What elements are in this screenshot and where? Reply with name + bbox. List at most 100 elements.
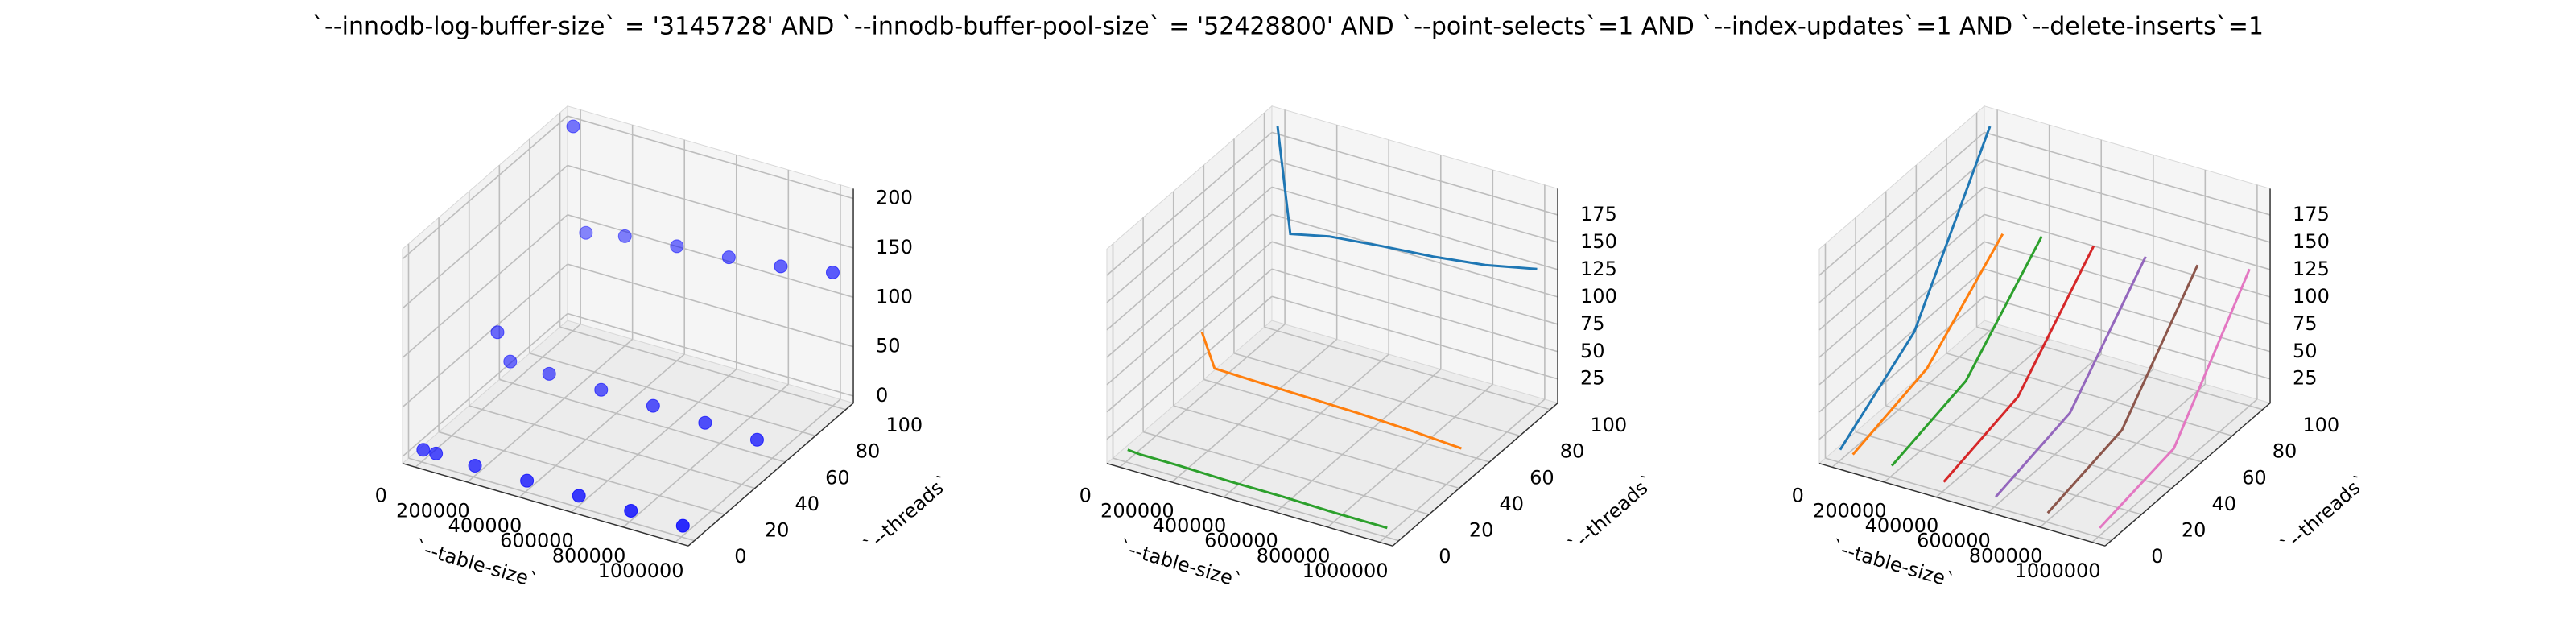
point — [594, 382, 609, 397]
grid-line — [2039, 383, 2206, 528]
grid-line — [567, 214, 854, 299]
grid-line — [567, 263, 854, 348]
z-tick-label: 50 — [1580, 340, 1605, 362]
z-tick-label: 0 — [876, 384, 888, 407]
line — [1995, 256, 2147, 498]
grid-line — [1818, 186, 1985, 331]
grid-line — [559, 326, 846, 411]
point — [675, 518, 690, 533]
grid-line — [1173, 405, 1460, 489]
grid-line — [1818, 213, 1985, 358]
grid-line — [1984, 268, 2271, 353]
grid-line — [1264, 326, 1550, 411]
grid-line — [467, 338, 634, 483]
x-tick-label: 1000000 — [1302, 559, 1389, 582]
grid-line — [1327, 383, 1493, 528]
y-tick-label: 20 — [1469, 518, 1494, 541]
grid-line — [415, 324, 581, 468]
z-tick-label: 75 — [2293, 312, 2318, 335]
grid-line — [499, 378, 786, 463]
grid-line — [1106, 131, 1273, 276]
grid-line — [402, 115, 568, 260]
y-tick-label: 80 — [1560, 440, 1585, 463]
line — [1200, 331, 1462, 450]
y-tick-label: 100 — [886, 414, 923, 436]
y-tick-label: 40 — [795, 493, 819, 515]
point — [579, 225, 593, 240]
grid-line — [402, 263, 568, 408]
grid-line — [1223, 353, 1389, 498]
grid-line — [1818, 268, 1985, 413]
grid-line — [1825, 457, 2112, 542]
y-axis-label: `--threads` — [1564, 470, 1659, 557]
y-axis-label: `--threads` — [860, 470, 955, 557]
z-tick-label: 50 — [876, 335, 901, 357]
x-tick-label: 400000 — [1865, 514, 1939, 537]
grid-line — [675, 398, 841, 543]
y-tick-label: 80 — [2273, 440, 2297, 463]
x-axis-line — [402, 462, 689, 547]
x-axis-line — [1818, 462, 2106, 547]
x-tick-label: 800000 — [1969, 544, 2043, 567]
grid-line — [1271, 159, 1558, 243]
y-tick-label: 0 — [2151, 545, 2163, 568]
line — [1127, 448, 1388, 530]
grid-line — [1106, 295, 1273, 440]
x-tick-label: 0 — [1792, 485, 1804, 507]
grid-line — [518, 353, 685, 498]
grid-line — [1142, 431, 1430, 515]
line — [2099, 268, 2251, 529]
point — [721, 250, 736, 265]
grid-line — [1988, 369, 2154, 513]
z-tick-label: 150 — [2293, 230, 2330, 253]
z-tick-label: 50 — [2293, 340, 2318, 362]
point — [429, 446, 444, 460]
grid-line — [1831, 324, 1998, 468]
point — [416, 443, 431, 457]
z-tick-label: 150 — [1580, 230, 1617, 253]
grid-line — [402, 214, 568, 358]
x-tick-label: 800000 — [552, 544, 626, 567]
line — [2046, 264, 2199, 514]
grid-line — [1855, 431, 2142, 515]
line — [1276, 126, 1538, 270]
y-tick-label: 0 — [734, 545, 746, 568]
grid-line — [1976, 326, 2263, 411]
z-tick-label: 125 — [2293, 258, 2330, 280]
grid-line — [1106, 268, 1273, 413]
figure-title: `--innodb-log-buffer-size` = '3145728' A… — [312, 13, 2264, 41]
y-tick-label: 80 — [856, 440, 881, 463]
grid-line — [1818, 241, 1985, 386]
z-tick-label: 100 — [2293, 285, 2330, 308]
line — [1890, 236, 2043, 467]
z-tick-label: 175 — [1580, 203, 1617, 225]
x-tick-label: 0 — [1080, 485, 1092, 507]
grid-line — [1106, 241, 1273, 386]
grid-line — [622, 383, 789, 528]
x-tick-label: 1000000 — [598, 559, 684, 582]
x-tick-label: 200000 — [1813, 499, 1887, 522]
grid-line — [1275, 369, 1442, 513]
point — [468, 459, 482, 473]
y-tick-label: 60 — [2242, 466, 2267, 489]
grid-line — [567, 115, 854, 200]
x-tick-label: 200000 — [1100, 499, 1174, 522]
grid-line — [1106, 186, 1273, 331]
grid-line — [1884, 338, 2050, 483]
point — [698, 415, 712, 430]
point — [520, 473, 535, 488]
z-tick-label: 150 — [876, 236, 913, 258]
point — [670, 239, 684, 254]
y-axis-line — [1392, 402, 1558, 547]
grid-line — [1818, 159, 1985, 303]
grid-line — [571, 369, 737, 513]
y-tick-label: 20 — [2182, 518, 2207, 541]
grid-line — [1818, 131, 1985, 276]
point — [572, 489, 586, 503]
grid-line — [567, 164, 854, 249]
x-tick-label: 200000 — [396, 499, 470, 522]
x-tick-label: 600000 — [1204, 530, 1278, 552]
line — [1942, 245, 2095, 483]
